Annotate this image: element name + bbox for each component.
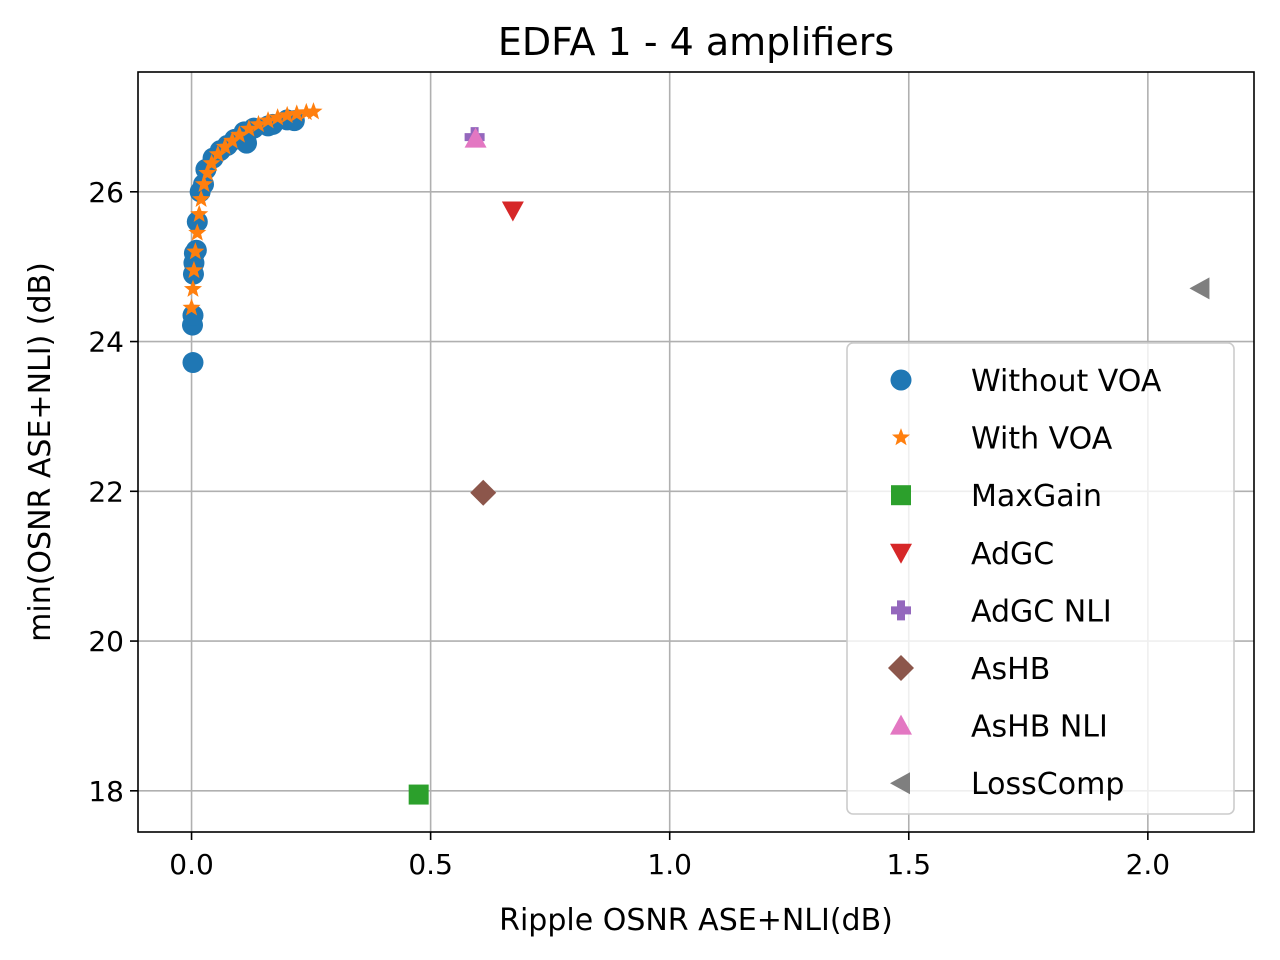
data-point: [408, 784, 429, 805]
legend-label: AdGC: [971, 537, 1054, 572]
legend-label: Without VOA: [971, 364, 1162, 399]
y-tick-label: 22: [88, 475, 124, 508]
legend-marker: [890, 369, 912, 391]
data-point: [198, 163, 217, 181]
legend: Without VOA With VOA MaxGain AdGC AdGC NLI As…: [846, 342, 1235, 815]
legend-label: AdGC NLI: [971, 594, 1112, 629]
legend-marker: [891, 428, 911, 446]
legend-item: AdGC NLI: [891, 594, 1112, 629]
data-point: [190, 204, 209, 222]
x-tick-label: 1.5: [887, 848, 932, 881]
data-point: [194, 174, 214, 192]
chart-title: EDFA 1 - 4 amplifiers: [498, 20, 894, 64]
legend-box: [846, 342, 1235, 815]
legend-item: AsHB: [888, 652, 1050, 687]
series-maxgain: [408, 784, 429, 805]
x-axis-label: Ripple OSNR ASE+NLI(dB): [499, 903, 893, 938]
legend-label: AsHB NLI: [971, 710, 1108, 745]
x-tick-label: 0.5: [408, 848, 453, 881]
data-point: [182, 298, 201, 316]
data-point: [230, 125, 249, 143]
legend-marker: [890, 772, 910, 795]
data-point: [249, 114, 268, 133]
data-point: [464, 127, 487, 148]
legend-label: With VOA: [971, 422, 1113, 457]
x-axis: 0.0 0.5 1.0 1.5 2.0: [169, 832, 1170, 881]
y-tick-label: 20: [88, 625, 124, 658]
legend-marker: [890, 714, 912, 735]
legend-marker: [891, 485, 911, 506]
legend-label: AsHB: [971, 652, 1050, 687]
legend-item: LossComp: [890, 767, 1124, 802]
data-point: [1189, 277, 1210, 300]
y-axis: 18 20 22 24 26: [88, 176, 138, 808]
data-point: [501, 201, 524, 222]
data-point: [278, 105, 297, 124]
y-tick-label: 24: [88, 326, 124, 359]
data-point: [287, 104, 306, 122]
y-tick-label: 26: [88, 176, 124, 209]
series-adgc: [501, 201, 524, 222]
data-point: [304, 102, 323, 120]
x-tick-label: 0.0: [169, 848, 214, 881]
data-point: [188, 223, 207, 241]
data-point: [470, 479, 497, 506]
series-losscomp: [1189, 277, 1210, 300]
legend-item: MaxGain: [891, 479, 1102, 514]
data-point: [182, 352, 204, 374]
data-point: [186, 242, 205, 260]
data-point: [215, 137, 235, 155]
data-point: [268, 108, 287, 126]
y-axis-label: min(OSNR ASE+NLI) (dB): [23, 262, 58, 642]
y-tick-label: 18: [88, 775, 124, 808]
data-point: [259, 111, 278, 129]
series-ashb-nli: [464, 127, 487, 148]
data-point: [297, 102, 316, 121]
data-point: [202, 153, 221, 172]
legend-item: Without VOA: [890, 364, 1162, 399]
data-point: [192, 189, 211, 207]
data-layer: [182, 102, 1210, 805]
legend-item: AsHB NLI: [890, 710, 1108, 745]
legend-item: AdGC: [890, 537, 1054, 572]
legend-marker: [890, 543, 912, 564]
legend-label: LossComp: [971, 767, 1124, 802]
data-point: [239, 119, 258, 137]
x-tick-label: 2.0: [1126, 848, 1171, 881]
data-point: [223, 131, 242, 149]
x-tick-label: 1.0: [647, 848, 692, 881]
plot-frame: [137, 71, 1255, 833]
legend-marker: [888, 655, 914, 681]
data-point: [208, 144, 227, 163]
series-ashb: [470, 479, 497, 506]
data-point: [184, 260, 203, 279]
data-point: [183, 279, 203, 297]
legend-marker: [891, 600, 911, 621]
series-with-voa: [182, 102, 323, 316]
legend-item: With VOA: [891, 422, 1113, 457]
legend-label: MaxGain: [971, 479, 1102, 514]
